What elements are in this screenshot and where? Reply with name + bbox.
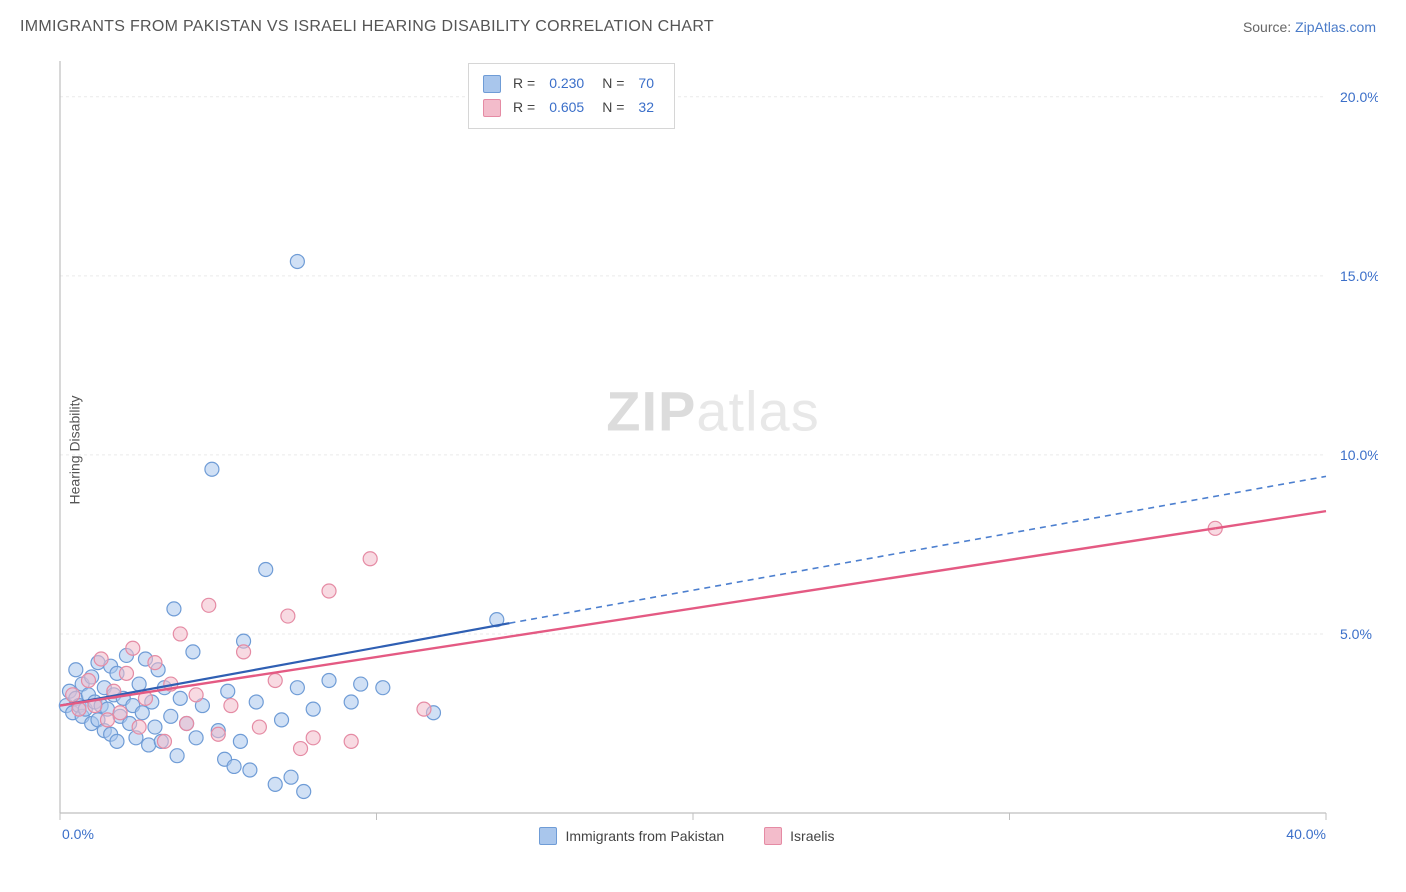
source-credit: Source: ZipAtlas.com bbox=[1243, 19, 1376, 35]
svg-text:5.0%: 5.0% bbox=[1340, 626, 1372, 642]
n-value-israelis: 32 bbox=[638, 96, 654, 120]
swatch-israelis bbox=[483, 99, 501, 117]
r-value-pakistan: 0.230 bbox=[549, 72, 584, 96]
swatch-pakistan bbox=[539, 827, 557, 845]
legend-label-israelis: Israelis bbox=[790, 828, 834, 844]
swatch-israelis bbox=[764, 827, 782, 845]
chart-area: Hearing Disability ZIPatlas 5.0%10.0%15.… bbox=[48, 55, 1378, 845]
scatter-plot-svg: 5.0%10.0%15.0%20.0%0.0%40.0% bbox=[48, 55, 1378, 845]
header: IMMIGRANTS FROM PAKISTAN VS ISRAELI HEAR… bbox=[0, 0, 1406, 46]
swatch-pakistan bbox=[483, 75, 501, 93]
legend-row-pakistan: R = 0.230 N = 70 bbox=[483, 72, 660, 96]
bottom-legend: Immigrants from Pakistan Israelis bbox=[48, 827, 1326, 845]
n-value-pakistan: 70 bbox=[638, 72, 654, 96]
legend-item-pakistan: Immigrants from Pakistan bbox=[539, 827, 724, 845]
svg-text:15.0%: 15.0% bbox=[1340, 268, 1378, 284]
legend-item-israelis: Israelis bbox=[764, 827, 834, 845]
stats-legend: R = 0.230 N = 70 R = 0.605 N = 32 bbox=[468, 63, 675, 129]
source-link[interactable]: ZipAtlas.com bbox=[1295, 19, 1376, 35]
svg-text:10.0%: 10.0% bbox=[1340, 447, 1378, 463]
y-axis-label: Hearing Disability bbox=[66, 396, 82, 505]
legend-row-israelis: R = 0.605 N = 32 bbox=[483, 96, 660, 120]
svg-text:20.0%: 20.0% bbox=[1340, 89, 1378, 105]
source-label: Source: bbox=[1243, 19, 1291, 35]
r-value-israelis: 0.605 bbox=[549, 96, 584, 120]
chart-title: IMMIGRANTS FROM PAKISTAN VS ISRAELI HEAR… bbox=[20, 18, 714, 36]
legend-label-pakistan: Immigrants from Pakistan bbox=[565, 828, 724, 844]
